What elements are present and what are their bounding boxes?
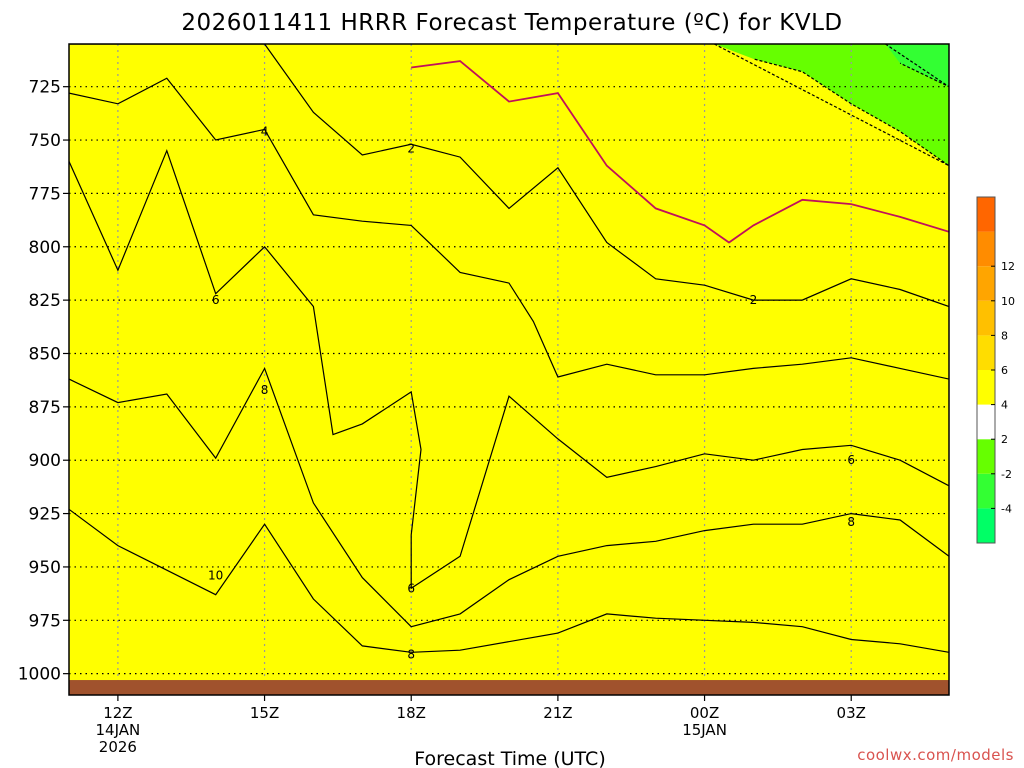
x-tick-label: 12Z	[103, 704, 132, 722]
colorbar-swatch	[977, 439, 995, 474]
contour-lines	[69, 44, 949, 653]
contour-line-2	[69, 44, 949, 308]
contour-label: 2	[750, 293, 758, 307]
freezing-line	[411, 60, 949, 244]
colorbar-tick-label: 10	[1001, 295, 1015, 308]
colorbar-swatch	[977, 473, 995, 509]
y-tick-label: 725	[29, 78, 61, 98]
colorbar-tick-label: 2	[1001, 433, 1008, 446]
contour-label: 8	[847, 515, 855, 529]
y-tick-label: 925	[29, 505, 61, 525]
y-tick-label: 1000	[18, 665, 61, 685]
colorbar-swatch	[977, 300, 995, 336]
contour-line-6	[69, 148, 949, 590]
chart-title: 2026011411 HRRR Forecast Temperature (ºC…	[181, 10, 842, 36]
contour-label: 6	[407, 581, 415, 595]
y-tick-label: 775	[29, 184, 61, 204]
contour-line-4	[69, 77, 949, 380]
grid-lines	[69, 44, 949, 695]
contour-label: 10	[208, 568, 223, 582]
y-tick-label: 825	[29, 291, 61, 311]
y-tick-label: 875	[29, 398, 61, 418]
x-axis-label: Forecast Time (UTC)	[414, 748, 605, 768]
colorbar-tick-label: 4	[1001, 399, 1008, 412]
y-axis: 725 750 775 800 825 850 875 900 925 950 975 1000	[18, 78, 69, 685]
x-tick-date: 15JAN	[682, 721, 727, 739]
contour-fill-2	[69, 44, 949, 681]
colorbar-swatch	[977, 231, 995, 267]
y-tick-label: 975	[29, 611, 61, 631]
contour-label: 2	[407, 142, 415, 156]
x-tick-date: 14JAN	[96, 721, 141, 739]
contour-label: 6	[212, 293, 220, 307]
colorbar-tick-label: 12	[1001, 260, 1015, 273]
contour-labels: 4 2 6 8 10 6 8 2 6 8	[208, 125, 855, 662]
colorbar-tick-label: -2	[1001, 468, 1012, 481]
colorbar-swatch	[977, 370, 995, 405]
contour-label: 4	[261, 125, 269, 139]
plot-area	[69, 44, 949, 695]
x-tick-year: 2026	[99, 738, 137, 756]
colorbar-swatch	[977, 335, 995, 370]
contour-line-minus2	[714, 44, 949, 167]
colorbar-swatch	[977, 508, 995, 543]
contour-line-8	[69, 366, 949, 628]
contour-label: 6	[847, 453, 855, 467]
x-tick-label: 18Z	[397, 704, 426, 722]
colorbar-legend: -4 -2 2 4 6 8 10 12	[976, 196, 1015, 544]
contour-label: 8	[261, 383, 269, 397]
y-tick-label: 900	[29, 451, 61, 471]
y-tick-label: 750	[29, 131, 61, 151]
colorbar-tick-label: -4	[1001, 502, 1012, 515]
contour-fill-minus2	[714, 44, 949, 166]
colorbar-swatch	[977, 197, 995, 232]
contour-fills	[69, 44, 949, 681]
ground-surface	[69, 680, 949, 695]
y-tick-label: 950	[29, 558, 61, 578]
y-tick-label: 850	[29, 344, 61, 364]
x-tick-label: 21Z	[543, 704, 572, 722]
contour-line-minus4	[885, 44, 949, 88]
colorbar-tick-label: 8	[1001, 329, 1008, 342]
x-tick-label: 00Z	[690, 704, 719, 722]
x-tick-label: 03Z	[837, 704, 866, 722]
colorbar-swatch	[977, 266, 995, 301]
y-tick-label: 800	[29, 238, 61, 258]
plot-frame	[68, 43, 950, 696]
contour-line-10	[69, 508, 949, 653]
x-tick-label: 15Z	[250, 704, 279, 722]
colorbar-tick-label: 6	[1001, 364, 1008, 377]
site-credit: coolwx.com/models	[857, 746, 1014, 764]
contour-label: 8	[407, 647, 415, 661]
colorbar-swatch	[977, 404, 995, 440]
